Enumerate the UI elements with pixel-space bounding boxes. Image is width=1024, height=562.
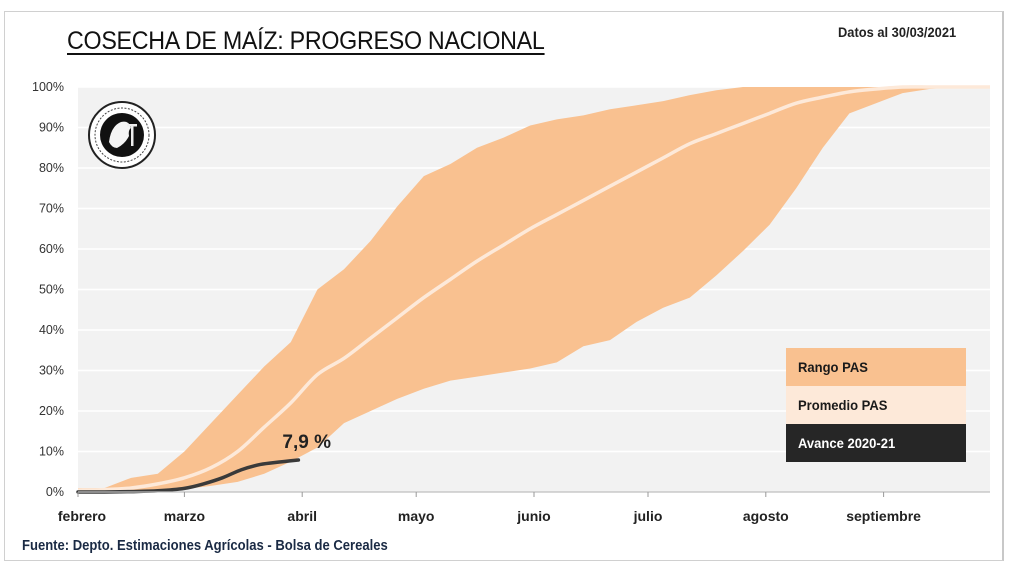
y-tick-label: 80% (39, 161, 64, 175)
legend-item-current: Avance 2020-21 (786, 424, 966, 462)
source-note: Fuente: Depto. Estimaciones Agrícolas - … (22, 538, 388, 554)
x-tick-label: febrero (58, 508, 106, 524)
legend-item-range: Rango PAS (786, 348, 966, 386)
legend-label: Promedio PAS (798, 397, 888, 413)
y-tick-label: 10% (39, 445, 64, 459)
x-axis-labels: febrero marzo abril mayo junio julio agosto sep… (58, 492, 921, 524)
range-area (78, 87, 990, 492)
legend: Rango PAS Promedio PAS Avance 2020-21 (786, 348, 966, 462)
data-date-note: Datos al 30/03/2021 (838, 24, 957, 40)
x-tick-label: julio (633, 508, 663, 524)
y-tick-label: 20% (39, 404, 64, 418)
x-tick-label: mayo (398, 508, 435, 524)
legend-item-average: Promedio PAS (786, 386, 966, 424)
legend-label: Rango PAS (798, 359, 868, 375)
legend-label: Avance 2020-21 (798, 435, 896, 451)
x-tick-label: septiembre (846, 508, 921, 524)
y-tick-label: 0% (46, 485, 64, 499)
y-tick-label: 60% (39, 242, 64, 256)
y-tick-label: 100% (32, 80, 64, 94)
bolsa-de-cereales-seal-icon (87, 100, 157, 170)
x-tick-label: junio (516, 508, 550, 524)
average-line (77, 85, 990, 492)
x-tick-label: marzo (164, 508, 205, 524)
y-tick-label: 50% (39, 283, 64, 297)
x-tick-label: agosto (743, 508, 789, 524)
x-tick-label: abril (287, 508, 317, 524)
y-axis-labels: 0% 10% 20% 30% 40% 50% 60% 70% 80% 90% 100% (32, 80, 64, 499)
current-value-label: 7,9 % (282, 432, 331, 453)
y-tick-label: 30% (39, 364, 64, 378)
y-tick-label: 40% (39, 323, 64, 337)
chart-title: COSECHA DE MAÍZ: PROGRESO NACIONAL (67, 27, 545, 55)
y-tick-label: 90% (39, 121, 64, 135)
y-tick-label: 70% (39, 202, 64, 216)
